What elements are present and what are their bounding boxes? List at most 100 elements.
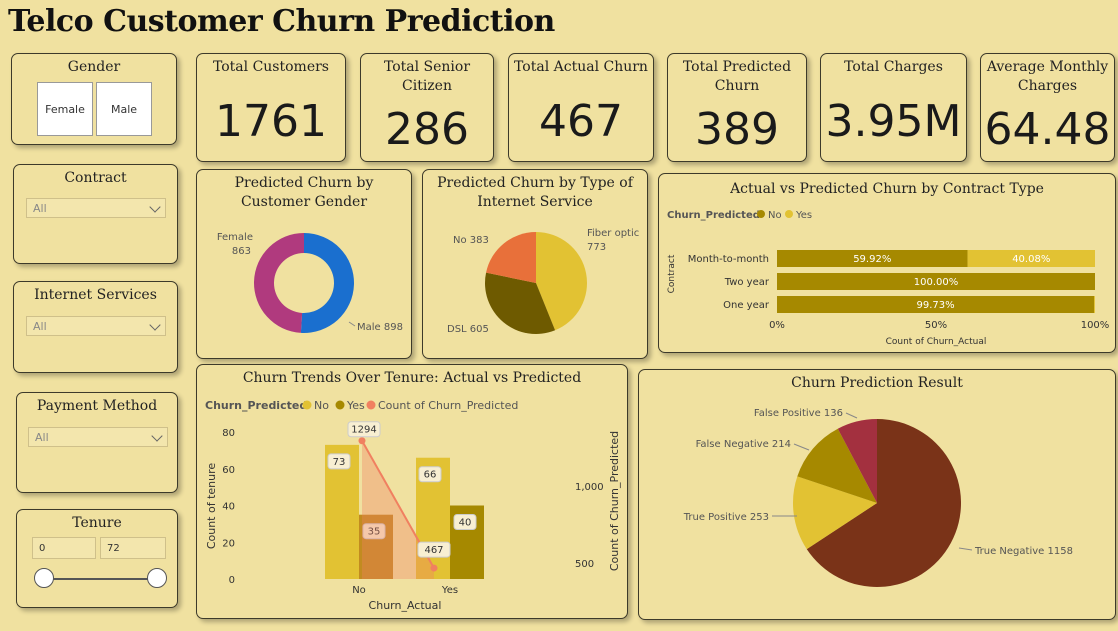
pie-label: Male 898: [357, 322, 403, 333]
line-point: [430, 564, 438, 572]
x-axis-label: Churn_Actual: [369, 599, 442, 612]
legend-label: Yes: [346, 399, 365, 412]
kpi-total-predicted-churn: Total Predicted Churn 389: [667, 53, 807, 162]
payment-dropdown[interactable]: All: [28, 427, 168, 447]
contract-dropdown[interactable]: All: [26, 198, 166, 218]
contract-bar-card: Actual vs Predicted Churn by Contract Ty…: [658, 173, 1116, 353]
chart-title: Churn Prediction Result: [791, 375, 963, 391]
pie-value: 773: [587, 242, 606, 253]
legend-label: No: [314, 399, 329, 412]
y2-axis-label: Count of Churn_Predicted: [608, 431, 621, 571]
data-label-box: [417, 541, 451, 558]
kpi-total-charges: Total Charges 3.95M: [820, 53, 967, 162]
data-label: 40: [459, 518, 472, 529]
kpi-label: Average Monthly Charges: [986, 59, 1109, 94]
chevron-down-icon: [149, 319, 161, 331]
tenure-min-handle[interactable]: [34, 568, 54, 588]
tenure-max-handle[interactable]: [147, 568, 167, 588]
tenure-min-input[interactable]: 0: [32, 537, 96, 559]
bar-no: [777, 296, 1095, 313]
chart-title: Predicted Churn by Type of Internet Serv…: [437, 175, 633, 210]
bar-no: [777, 273, 1095, 290]
internet-pie-card: Predicted Churn by Type of Internet Serv…: [422, 169, 648, 359]
tenure-slicer-title: Tenure: [72, 515, 122, 531]
kpi-value: 389: [695, 104, 779, 155]
legend-label: No: [768, 210, 782, 221]
data-label-box: [362, 523, 386, 540]
kpi-label: Total Customers: [213, 59, 329, 75]
pie-slice-male: [300, 233, 355, 333]
gender-male-button[interactable]: Male: [96, 82, 152, 136]
result-pie-chart: True Negative 1158 True Positive 253 False…: [683, 408, 1073, 587]
pie-slice-female: [254, 233, 304, 333]
pie-label: True Negative 1158: [974, 546, 1073, 557]
gender-slicer: Gender Female Male: [11, 53, 177, 145]
legend-title: Churn_Predicted: [205, 399, 307, 412]
pie-label: Female: [217, 232, 253, 243]
y-tick-label: Month-to-month: [688, 254, 769, 265]
bar-yes: [1094, 296, 1095, 313]
y2-tick-label: 500: [575, 559, 594, 570]
data-label-box: [327, 453, 351, 470]
data-label-box: [418, 466, 442, 483]
line-point: [358, 437, 366, 445]
internet-dropdown[interactable]: All: [26, 316, 166, 336]
pie-slice-true-positive: [793, 476, 877, 550]
data-label-box: [347, 421, 381, 438]
kpi-value: 1761: [215, 96, 327, 147]
legend-label: Yes: [795, 210, 812, 221]
legend-marker-yes: [785, 210, 793, 218]
data-label: 40.08%: [1012, 254, 1050, 265]
legend-marker-no: [757, 210, 765, 218]
data-label: 99.73%: [917, 300, 955, 311]
pie-slice-true-negative: [806, 419, 961, 587]
legend-marker-no: [302, 400, 312, 410]
chart-title: Predicted Churn by Customer Gender: [234, 175, 374, 210]
y-tick-label: One year: [723, 300, 770, 311]
tenure-combo-card: Churn Trends Over Tenure: Actual vs Pred…: [196, 364, 628, 619]
gender-donut-card: Predicted Churn by Customer Gender Femal…: [196, 169, 412, 359]
kpi-value: 3.95M: [825, 96, 962, 147]
payment-dropdown-value: All: [35, 431, 49, 444]
bar-yes: [967, 250, 1095, 267]
pie-label: DSL 605: [447, 324, 489, 335]
y-tick-label: 20: [222, 538, 235, 549]
x-tick-label: Yes: [441, 585, 458, 596]
pie-label: False Negative 214: [696, 439, 791, 450]
kpi-label: Total Actual Churn: [514, 59, 648, 75]
x-tick-label: 100%: [1081, 320, 1110, 331]
gender-donut-chart: Female 863 Male 898: [217, 232, 403, 333]
data-label: 100.00%: [914, 277, 959, 288]
y2-tick-label: 1,000: [575, 482, 604, 493]
contract-bar-chart: Churn_Predicted No Yes Month-to-month 59.92%…: [667, 210, 1110, 347]
kpi-value: 64.48: [984, 104, 1111, 155]
kpi-value: 286: [385, 104, 469, 155]
x-tick-label: 50%: [925, 320, 947, 331]
data-label: 35: [368, 527, 381, 538]
kpi-label: Total Senior Citizen: [383, 59, 471, 94]
contract-slicer-title: Contract: [64, 170, 127, 186]
chart-title: Churn Trends Over Tenure: Actual vs Pred…: [242, 370, 582, 386]
internet-pie-chart: Fiber optic 773 DSL 605 No 383: [447, 228, 639, 335]
kpi-label: Total Charges: [844, 59, 943, 75]
x-tick-label: 0%: [769, 320, 785, 331]
payment-slicer: Payment Method All: [16, 392, 178, 493]
kpi-label: Total Predicted Churn: [682, 59, 792, 94]
tenure-max-input[interactable]: 72: [100, 537, 166, 559]
line-area: [362, 440, 434, 579]
tenure-slicer: Tenure 0 72: [16, 509, 178, 608]
pie-label: Fiber optic: [587, 228, 639, 239]
chevron-down-icon: [149, 201, 161, 213]
legend-label: Count of Churn_Predicted: [378, 399, 518, 412]
kpi-total-senior-citizen: Total Senior Citizen 286: [360, 53, 494, 162]
y-axis-label: Count of tenure: [205, 463, 218, 550]
gender-female-button[interactable]: Female: [37, 82, 93, 136]
pie-leader-line: [348, 321, 356, 327]
pie-leader-line: [958, 547, 973, 551]
tenure-slider-track: [45, 578, 157, 580]
data-label: 467: [424, 545, 443, 556]
gender-slicer-title: Gender: [67, 59, 121, 75]
chevron-down-icon: [151, 430, 163, 442]
data-label: 1294: [351, 425, 376, 436]
legend-marker-count: [366, 400, 376, 410]
